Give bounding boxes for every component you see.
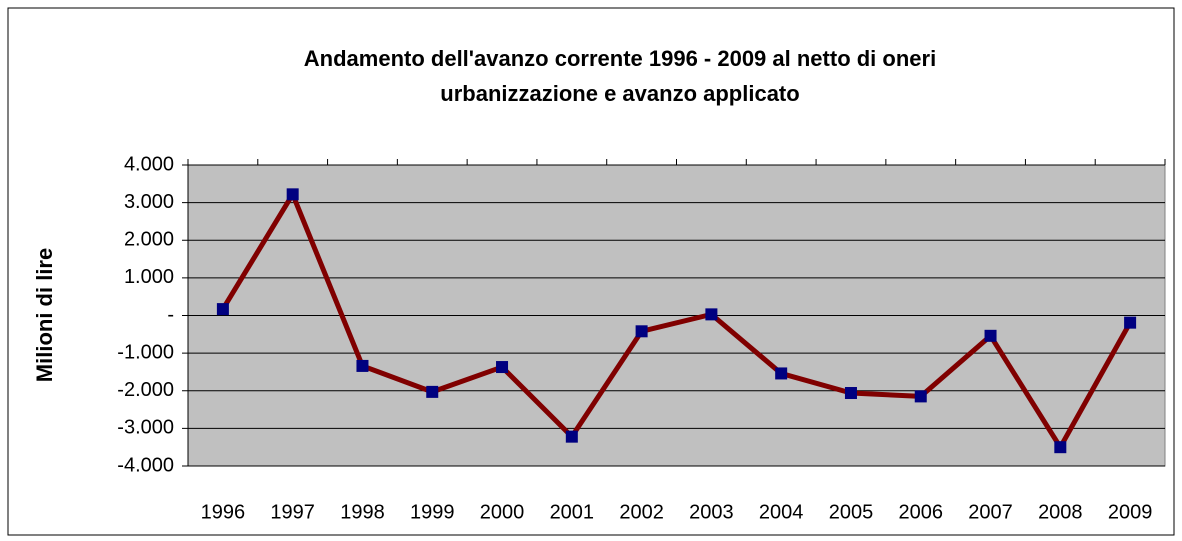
data-point [914, 390, 927, 403]
y-tick-label: 3.000 [124, 191, 174, 213]
y-tick-label: 4.000 [124, 153, 174, 175]
x-tick-label: 2005 [829, 501, 874, 523]
y-tick-label: -2.000 [117, 379, 174, 401]
data-point [496, 361, 509, 374]
x-tick-label: 1999 [410, 501, 455, 523]
x-tick-label: 2000 [480, 501, 525, 523]
y-tick-label: 2.000 [124, 229, 174, 251]
data-point [565, 430, 578, 443]
data-point [356, 359, 369, 372]
x-tick-label: 2006 [899, 501, 944, 523]
data-point [635, 325, 648, 338]
data-point [984, 329, 997, 342]
y-axis-label: Milioni di lire [32, 248, 57, 382]
x-tick-label: 2007 [968, 501, 1013, 523]
data-point [216, 303, 229, 316]
data-point [1124, 316, 1137, 329]
data-point [286, 188, 299, 201]
y-tick-label: - [167, 304, 174, 326]
series-line [220, 191, 1133, 450]
x-tick-label: 2003 [689, 501, 734, 523]
data-point [844, 387, 857, 400]
x-tick-label: 1996 [201, 501, 246, 523]
data-point [426, 385, 439, 398]
x-tick-label: 2004 [759, 501, 804, 523]
data-point [1054, 441, 1067, 454]
chart-title: Andamento dell'avanzo corrente 1996 - 20… [304, 46, 936, 71]
x-tick-label: 1998 [340, 501, 385, 523]
chart-title: urbanizzazione e avanzo applicato [440, 81, 799, 106]
x-tick-label: 2008 [1038, 501, 1083, 523]
x-tick-label: 2001 [550, 501, 595, 523]
y-tick-label: -4.000 [117, 454, 174, 476]
x-tick-label: 2002 [619, 501, 664, 523]
data-point [775, 367, 788, 380]
y-tick-label: -1.000 [117, 341, 174, 363]
data-point [705, 308, 718, 321]
x-tick-label: 2009 [1108, 501, 1153, 523]
y-tick-label: -3.000 [117, 417, 174, 439]
y-tick-label: 1.000 [124, 266, 174, 288]
x-tick-label: 1997 [270, 501, 315, 523]
